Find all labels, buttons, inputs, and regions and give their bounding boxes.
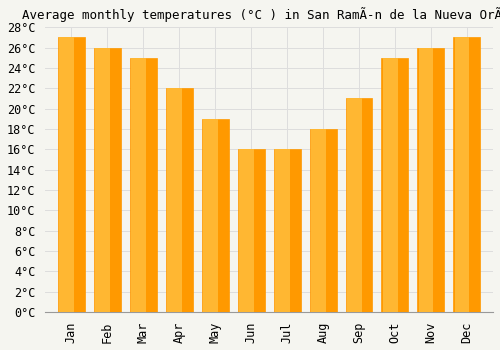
Bar xyxy=(346,98,362,312)
Bar xyxy=(382,58,408,312)
Bar xyxy=(274,149,300,312)
Bar xyxy=(418,48,434,312)
Bar xyxy=(58,37,85,312)
Bar xyxy=(382,58,398,312)
Bar xyxy=(311,129,326,312)
Bar xyxy=(94,48,121,312)
Bar xyxy=(203,119,218,312)
Bar xyxy=(275,149,289,312)
Bar xyxy=(238,149,264,312)
Title: Average monthly temperatures (°C ) in San RamÃ­n de la Nueva OrÃ¡n: Average monthly temperatures (°C ) in Sa… xyxy=(22,7,500,22)
Bar xyxy=(346,98,372,312)
Bar xyxy=(131,58,146,312)
Bar xyxy=(454,37,480,312)
Bar xyxy=(130,58,156,312)
Bar xyxy=(239,149,254,312)
Bar xyxy=(59,37,74,312)
Bar xyxy=(418,48,444,312)
Bar xyxy=(167,88,182,312)
Bar xyxy=(310,129,336,312)
Bar xyxy=(95,48,110,312)
Bar xyxy=(202,119,228,312)
Bar xyxy=(454,37,469,312)
Bar xyxy=(166,88,192,312)
